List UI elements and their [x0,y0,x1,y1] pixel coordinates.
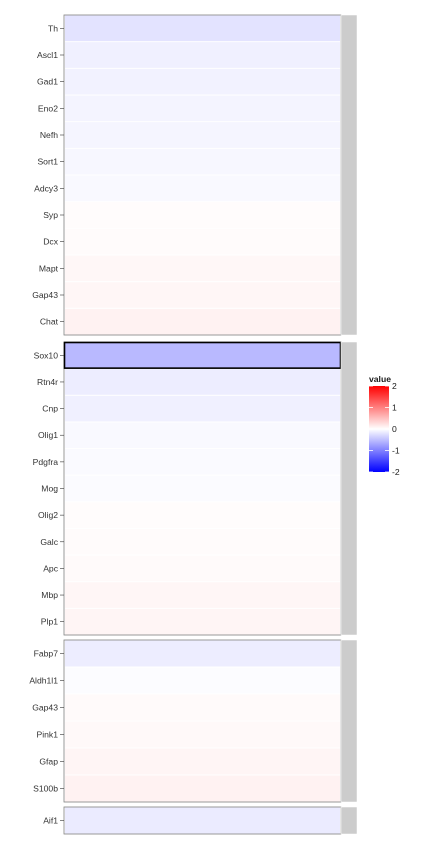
y-tick-label: Mog [41,484,58,494]
legend-tick-label: -2 [392,467,400,477]
heatmap-cell-cnp [65,395,340,422]
facet-strip [340,639,358,803]
y-tick-label: Apc [43,563,59,573]
heatmap-cell-gfap [65,748,340,775]
heatmap-cell-plp1 [65,608,340,635]
heatmap-cell-galc [65,528,340,555]
color-legend: value 2 1 0 -1 -2 [369,374,400,477]
y-tick-label: Plp1 [41,617,58,627]
legend-tick-label: 2 [392,381,397,391]
facet-panel-oligo: Sox10 Rtn4r Cnp Olig1 Pdgfra Mog Olig2 Galc Apc M… [33,341,358,636]
legend-ticks: 2 1 0 -1 -2 [369,381,400,477]
heatmap-cell-th [65,15,340,42]
legend-tick-label: -1 [392,446,400,456]
y-tick-label: Fabp7 [34,649,59,659]
y-tick-label: Th [48,23,58,33]
y-tick-label: Sox10 [34,350,59,360]
facet-panel-neuron: Th Ascl1 Gad1 Eno2 Nefh Sort1 Adcy3 Syp Dcx Mapt G… [32,14,358,336]
y-tick-label: Dcx [43,237,59,247]
legend-colorbar [369,386,389,472]
y-tick-label: Cnp [42,404,58,414]
heatmap-cell-pdgfra [65,449,340,475]
heatmap-cell-aldh1l1 [65,667,340,694]
y-tick-label: Pink1 [37,730,59,740]
heatmap-cell-pink1 [65,721,340,748]
facet-strip [340,806,358,835]
heatmap-cell-mapt [65,255,340,282]
y-tick-label: Olig1 [38,430,58,440]
highlight-box [63,341,342,369]
heatmap-cell-sort1 [65,148,340,175]
y-tick-label: Gad1 [37,77,58,87]
y-tick-label: Mapt [39,263,59,273]
y-tick-label: Rtn4r [37,377,58,387]
y-tick-label: Olig2 [38,510,58,520]
heatmap-cell-eno2 [65,95,340,122]
heatmap-cell-dcx [65,228,340,255]
legend-title: value [369,374,391,384]
legend-tick-label: 0 [392,424,397,434]
y-tick-label: Sort1 [37,157,58,167]
heatmap-cell-adcy3 [65,175,340,202]
heatmap-cell-sox10 [65,342,340,369]
y-tick-label: Aldh1l1 [29,676,58,686]
heatmap-cell-ascl1 [65,42,340,68]
heatmap-cell-mbp [65,582,340,608]
y-tick-label: Adcy3 [34,183,58,193]
y-tick-label: Gfap [39,757,58,767]
panel-background [63,639,342,803]
y-tick-label: Eno2 [38,103,58,113]
y-tick-label: Galc [40,537,58,547]
y-tick-label: Aif1 [43,816,58,826]
facet-panels: Th Ascl1 Gad1 Eno2 Nefh Sort1 Adcy3 Syp Dcx Mapt G… [29,14,358,835]
heatmap-cell-fabp7 [65,640,340,667]
heatmap-cell-rtn4r [65,369,340,395]
facet-strip [340,14,358,336]
heatmap-cell-olig1 [65,422,340,449]
y-tick-label: Mbp [41,590,58,600]
facet-panel-astrocyte: Fabp7Aldh1l1Gap43Pink1GfapS100bAstrocyte [29,639,358,803]
facet-panel-microglia: Aif1Microglia [43,806,358,835]
heatmap-cell-nefh [65,122,340,148]
heatmap-cell-olig2 [65,502,340,528]
heatmap-cell-gap43 [65,694,340,721]
y-tick-label: Syp [43,210,58,220]
y-tick-label: Ascl1 [37,50,58,60]
y-tick-label: Gap43 [32,703,58,713]
y-tick-label: Pdgfra [33,457,59,467]
heatmap-cell-s100b [65,775,340,802]
legend-tick-label: 1 [392,403,397,413]
y-tick-label: S100b [33,784,58,794]
heatmap-cell-apc [65,555,340,582]
y-tick-label: Gap43 [32,290,58,300]
heatmap-cell-chat [65,308,340,335]
panel-background [63,14,342,336]
facet-strip [340,341,358,636]
heatmap-cell-gap43 [65,282,340,308]
y-tick-label: Chat [40,317,59,327]
heatmap-cell-gad1 [65,68,340,95]
heatmap-cell-mog [65,475,340,502]
y-tick-label: Nefh [40,130,58,140]
heatmap-cell-syp [65,202,340,228]
heatmap-cell-aif1 [65,807,340,834]
